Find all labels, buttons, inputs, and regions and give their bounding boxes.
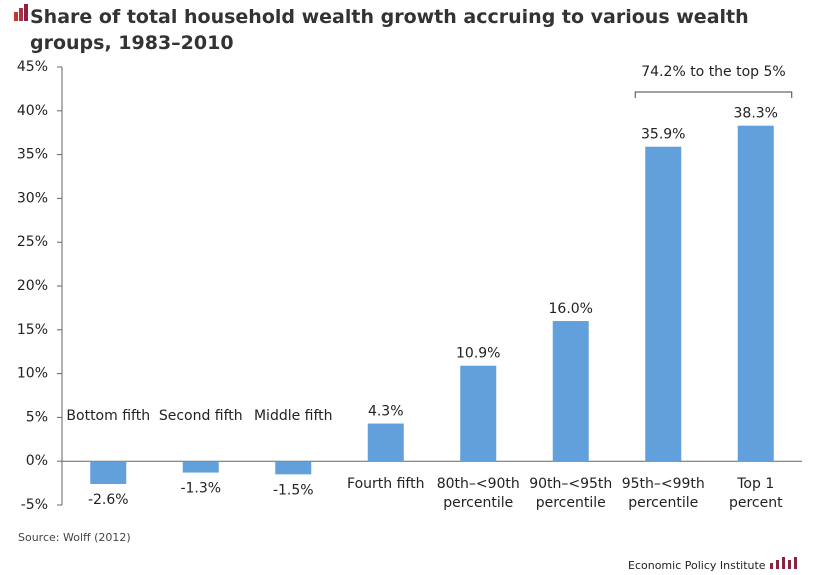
x-tick-label: Middle fifth xyxy=(253,408,333,425)
value-label: -1.5% xyxy=(273,482,314,498)
bar xyxy=(737,125,774,462)
value-label: 4.3% xyxy=(368,404,404,420)
logo-bar xyxy=(14,12,18,21)
y-tick-label: 30% xyxy=(17,190,48,206)
x-tick-label: Bottom fifth xyxy=(66,408,151,425)
bar xyxy=(90,461,127,484)
y-tick-label: 25% xyxy=(17,234,48,250)
y-tick-label: 10% xyxy=(17,366,48,382)
x-tick-label: Second fifth xyxy=(158,408,243,425)
annotation-bracket xyxy=(634,91,793,98)
value-label: -2.6% xyxy=(88,492,129,508)
y-tick-label: 45% xyxy=(17,59,48,75)
credit-logo xyxy=(770,557,797,569)
y-tick-label: 15% xyxy=(17,322,48,338)
value-label: 38.3% xyxy=(734,106,778,122)
x-tick-label: Fourth fifth xyxy=(347,476,425,493)
logo-bar xyxy=(19,8,23,21)
bar xyxy=(367,423,404,462)
x-tick-label: 90th–<95th percentile xyxy=(529,476,613,512)
source: Source: Wolff (2012) xyxy=(18,531,131,544)
y-tick-label: 20% xyxy=(17,278,48,294)
x-tick-label: Top 1 percent xyxy=(728,476,783,512)
chart-title: Share of total household wealth growth a… xyxy=(30,6,749,54)
x-tick-label: 95th–<99th percentile xyxy=(621,476,705,512)
y-tick-label: 0% xyxy=(26,453,48,469)
y-tick-label: 35% xyxy=(17,147,48,163)
y-tick-label: 40% xyxy=(17,103,48,119)
value-label: 35.9% xyxy=(641,127,685,143)
bar xyxy=(460,365,497,462)
value-label: 10.9% xyxy=(456,346,500,362)
logo-bar xyxy=(24,4,28,21)
y-tick-label: 5% xyxy=(26,409,48,425)
value-label: -1.3% xyxy=(180,481,221,497)
value-label: 16.0% xyxy=(549,301,593,317)
y-tick-label: -5% xyxy=(21,497,48,513)
bar xyxy=(182,461,219,473)
bar xyxy=(275,461,312,475)
x-tick-label: 80th–<90th percentile xyxy=(436,476,520,512)
bar xyxy=(552,321,589,462)
credit: Economic Policy Institute xyxy=(628,559,766,572)
annotation: 74.2% to the top 5% xyxy=(641,64,785,80)
bar xyxy=(645,146,682,462)
